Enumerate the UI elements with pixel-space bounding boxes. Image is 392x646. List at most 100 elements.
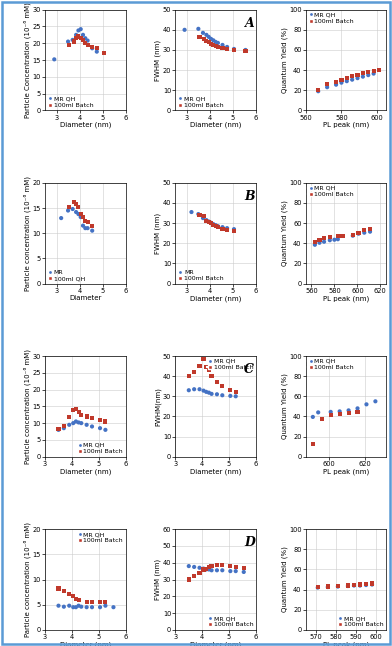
Point xyxy=(312,240,318,250)
Point xyxy=(61,601,67,612)
Point xyxy=(210,219,216,229)
Point xyxy=(206,564,212,574)
Point xyxy=(200,563,207,574)
Point xyxy=(82,33,89,43)
Point xyxy=(205,32,212,42)
Point xyxy=(335,581,341,591)
Point xyxy=(94,47,100,57)
Point xyxy=(333,77,339,87)
Point xyxy=(191,367,197,377)
Point xyxy=(203,362,209,372)
Point xyxy=(212,37,219,47)
Point xyxy=(73,404,79,414)
Point xyxy=(195,209,201,219)
Point xyxy=(78,418,84,428)
Point xyxy=(66,589,73,599)
Point xyxy=(82,223,89,233)
Point xyxy=(73,594,79,604)
Point xyxy=(61,421,67,431)
Y-axis label: Particle concentration (10⁻⁶ mM): Particle concentration (10⁻⁶ mM) xyxy=(24,522,31,637)
Y-axis label: Quantum Yield (%): Quantum Yield (%) xyxy=(281,547,287,612)
Y-axis label: Quantum Yield (%): Quantum Yield (%) xyxy=(281,200,287,266)
Point xyxy=(70,590,76,601)
Point xyxy=(84,223,91,233)
Point xyxy=(61,423,67,433)
X-axis label: Diameter (nm): Diameter (nm) xyxy=(190,641,241,646)
Point xyxy=(316,238,323,248)
Point xyxy=(370,65,377,76)
Point xyxy=(338,78,345,88)
Point xyxy=(78,33,84,43)
Point xyxy=(209,389,215,399)
Y-axis label: FWHM (nm): FWHM (nm) xyxy=(155,213,162,254)
Point xyxy=(345,405,352,415)
Point xyxy=(327,231,333,242)
Point xyxy=(215,37,221,48)
X-axis label: PL peak (nm): PL peak (nm) xyxy=(323,295,369,302)
Point xyxy=(97,597,103,607)
Legend: MR QH, 100ml Batch: MR QH, 100ml Batch xyxy=(207,358,254,371)
Point xyxy=(336,406,343,417)
Point xyxy=(360,68,366,78)
Point xyxy=(338,74,345,85)
Point xyxy=(203,30,210,40)
Legend: MR QH, 100ml Batch: MR QH, 100ml Batch xyxy=(308,185,355,198)
Point xyxy=(219,381,225,391)
Point xyxy=(66,420,73,430)
Point xyxy=(82,215,89,225)
Point xyxy=(203,216,210,226)
Point xyxy=(78,24,84,34)
Point xyxy=(215,42,221,52)
Point xyxy=(242,46,249,56)
Point xyxy=(186,385,192,395)
Point xyxy=(100,48,107,59)
Point xyxy=(73,207,79,217)
Point xyxy=(80,35,86,45)
Point xyxy=(80,212,86,222)
Point xyxy=(214,565,220,576)
Point xyxy=(89,220,95,231)
Point xyxy=(232,391,239,401)
Point xyxy=(89,41,95,52)
Point xyxy=(205,216,212,227)
Point xyxy=(69,204,76,214)
Point xyxy=(66,40,73,50)
Point xyxy=(315,407,321,417)
Point xyxy=(335,234,341,244)
Text: C: C xyxy=(244,363,254,376)
Point xyxy=(224,225,230,235)
Point xyxy=(84,217,91,227)
Point xyxy=(186,371,192,381)
Point xyxy=(310,412,316,422)
Point xyxy=(345,580,351,590)
Point xyxy=(75,601,82,611)
Point xyxy=(89,43,95,54)
Point xyxy=(376,65,382,76)
Point xyxy=(196,210,203,220)
Point xyxy=(224,223,230,233)
Point xyxy=(84,36,91,46)
Y-axis label: FWHM (nm): FWHM (nm) xyxy=(155,559,162,600)
Point xyxy=(203,215,210,225)
Point xyxy=(75,32,82,42)
Point xyxy=(227,391,234,401)
Point xyxy=(361,227,367,238)
Point xyxy=(363,399,370,410)
Point xyxy=(97,415,103,425)
Point xyxy=(215,222,221,233)
Point xyxy=(212,221,219,231)
Point xyxy=(210,40,216,50)
Point xyxy=(65,205,71,216)
Point xyxy=(220,222,226,233)
Point xyxy=(71,197,77,207)
Point xyxy=(51,54,57,65)
Point xyxy=(196,361,203,371)
Y-axis label: Quantum Yield (%): Quantum Yield (%) xyxy=(281,373,287,439)
Point xyxy=(83,412,90,422)
Point xyxy=(208,218,214,228)
Point xyxy=(316,235,323,245)
Point xyxy=(75,202,82,212)
Point xyxy=(55,601,62,611)
Point xyxy=(325,581,331,592)
Point xyxy=(220,224,226,234)
